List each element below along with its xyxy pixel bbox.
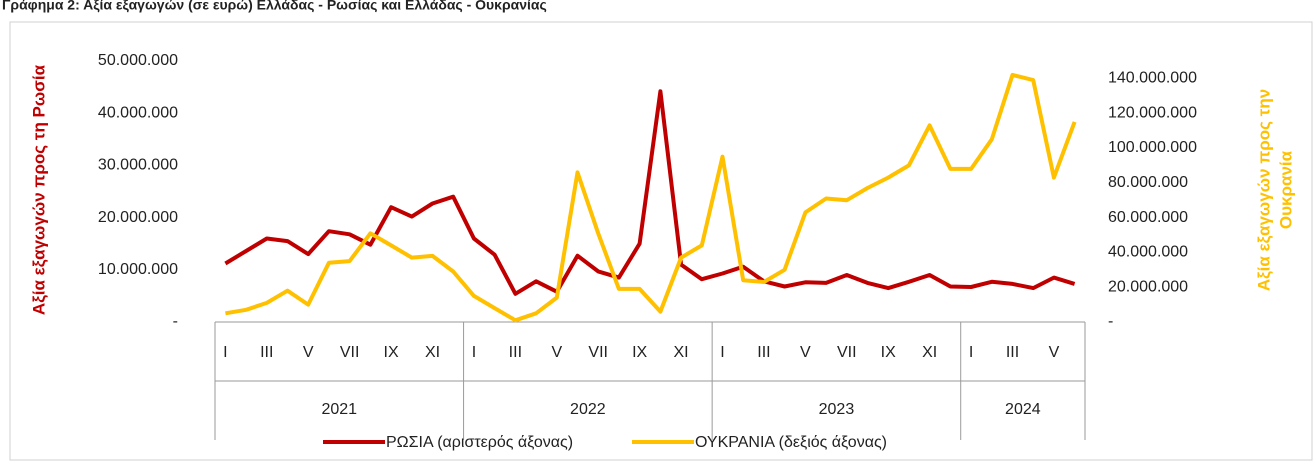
x-tick-label: I (472, 344, 476, 361)
line-series (225, 72, 1077, 323)
x-tick-label: VII (837, 344, 857, 361)
x-tick-label: V (800, 344, 811, 361)
y2-tick-label: 40.000.000 (1108, 244, 1188, 261)
y-tick-label: 50.000.000 (98, 52, 178, 69)
y2-tick-label: 60.000.000 (1108, 209, 1188, 226)
x-tick-label: XI (922, 344, 937, 361)
y-axis-title: Αξία εξαγωγών προς τη Ρωσία (29, 64, 48, 315)
y2-tick-label: 100.000.000 (1108, 139, 1197, 156)
x-tick-label: IX (881, 344, 896, 361)
x-tick-label: XI (674, 344, 689, 361)
legend-label: ΡΩΣΙΑ (αριστερός άξονας) (386, 434, 573, 451)
x-tick-label: I (720, 344, 724, 361)
y2-tick-label: - (1108, 313, 1113, 330)
x-tick-label: III (509, 344, 522, 361)
y-tick-label: 10.000.000 (98, 261, 178, 278)
x-tick-label: III (260, 344, 273, 361)
y-tick-label: 20.000.000 (98, 209, 178, 226)
x-group-label: 2021 (321, 401, 357, 418)
y2-axis-title: Ουκρανία (1276, 150, 1295, 229)
y2-axis-title: Αξία εξαγωγών προς την (1254, 89, 1273, 291)
y2-tick-label: 120.000.000 (1108, 104, 1197, 121)
x-tick-label: V (551, 344, 562, 361)
x-tick-label: IX (384, 344, 399, 361)
line-series (224, 89, 1076, 296)
y2-tick-label: 140.000.000 (1108, 70, 1197, 87)
y-tick-label: 30.000.000 (98, 157, 178, 174)
x-tick-label: XI (425, 344, 440, 361)
x-tick-label: IX (632, 344, 647, 361)
x-tick-label: V (1049, 344, 1060, 361)
x-tick-label: III (757, 344, 770, 361)
y-tick-label: 40.000.000 (98, 104, 178, 121)
y-tick-label: - (173, 313, 178, 330)
x-group-label: 2022 (570, 401, 606, 418)
x-tick-label: VII (588, 344, 608, 361)
y2-tick-label: 20.000.000 (1108, 278, 1188, 295)
chart-frame (9, 21, 1313, 461)
y2-tick-label: 80.000.000 (1108, 174, 1188, 191)
x-tick-label: VII (340, 344, 360, 361)
x-tick-label: I (969, 344, 973, 361)
x-tick-label: V (303, 344, 314, 361)
legend-label: ΟΥΚΡΑΝΙΑ (δεξιός άξονας) (695, 434, 887, 451)
x-group-label: 2023 (819, 401, 855, 418)
x-tick-label: I (223, 344, 227, 361)
x-group-label: 2024 (1005, 401, 1041, 418)
x-tick-label: III (1006, 344, 1019, 361)
chart-title: Γράφημα 2: Αξία εξαγωγών (σε ευρώ) Ελλάδ… (2, 0, 547, 13)
